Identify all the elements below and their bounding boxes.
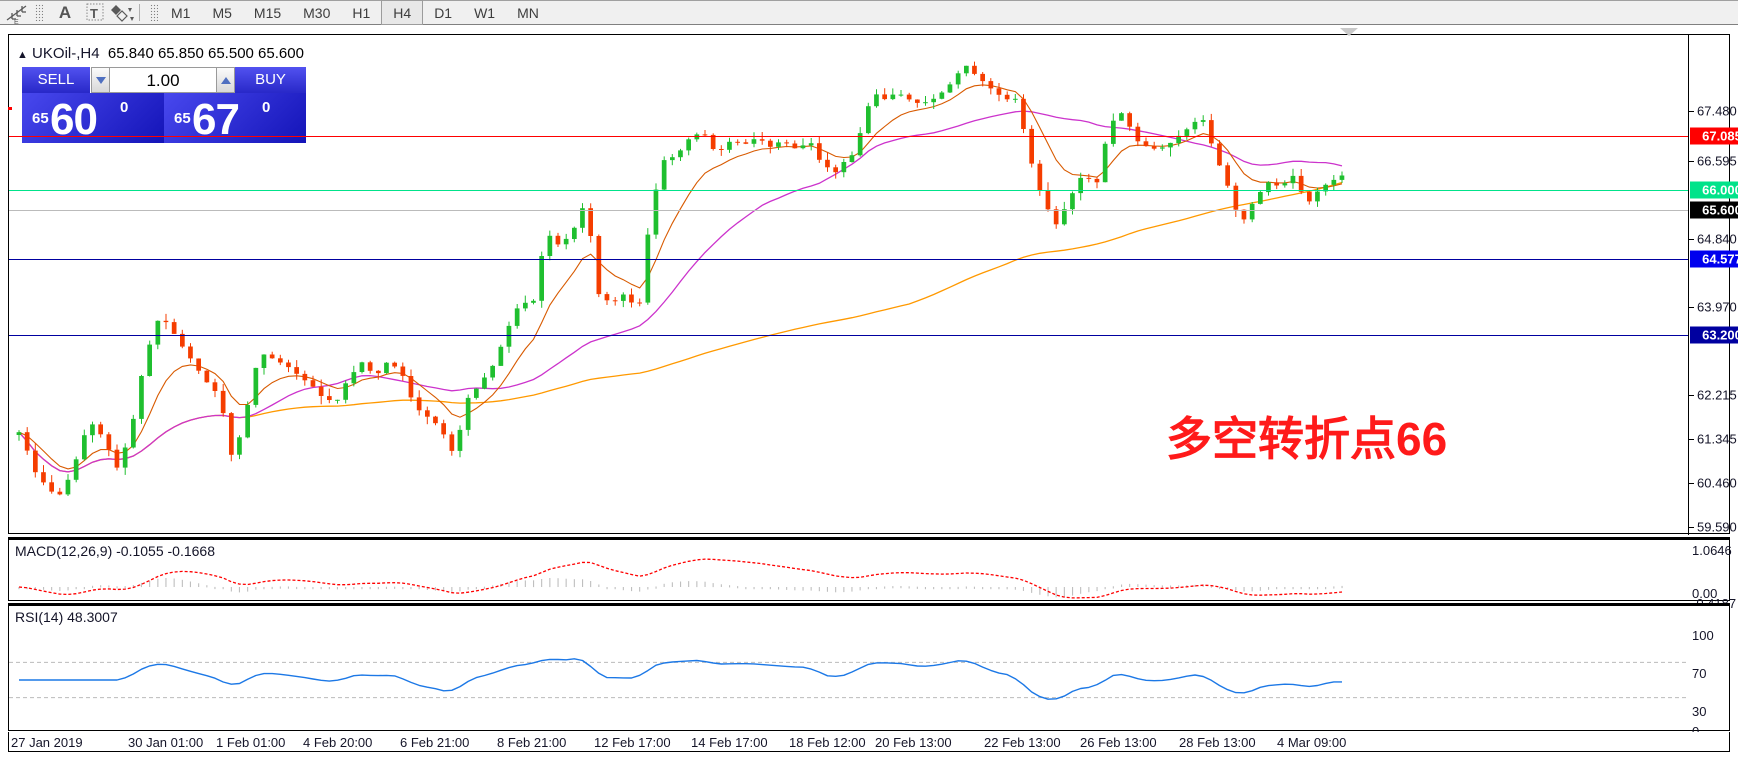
svg-text:T: T xyxy=(90,6,98,21)
svg-text:E: E xyxy=(14,19,19,25)
